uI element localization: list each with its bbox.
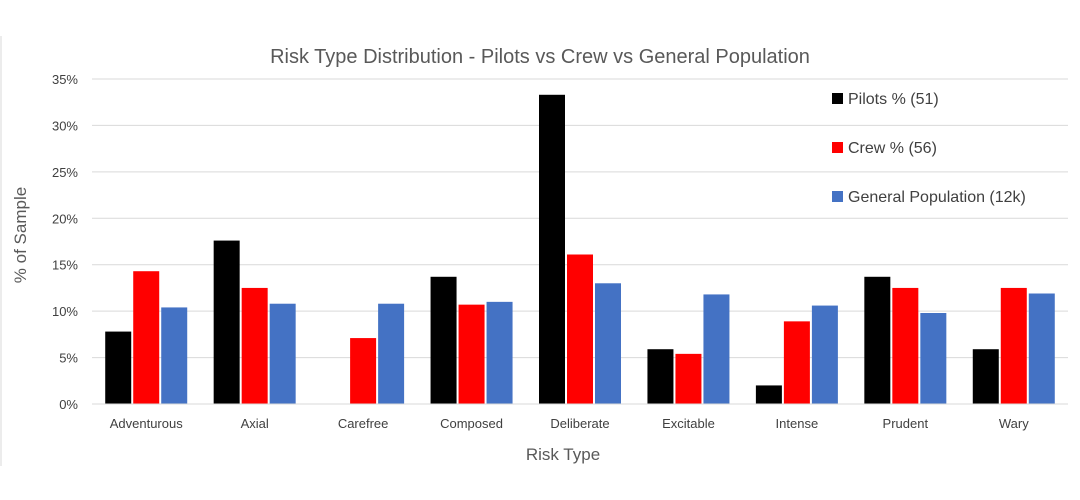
chart-title: Risk Type Distribution - Pilots vs Crew … bbox=[270, 46, 810, 68]
y-tick-label: 5% bbox=[59, 351, 78, 366]
bar bbox=[350, 338, 377, 404]
x-axis-title: Risk Type bbox=[526, 445, 600, 464]
y-tick-label: 25% bbox=[52, 165, 78, 180]
bar bbox=[430, 276, 457, 404]
x-axis-tick-labels: Adventurous Axial Carefree Composed Delibera… bbox=[110, 416, 1029, 431]
bar bbox=[486, 301, 513, 404]
y-tick-label: 30% bbox=[52, 118, 78, 133]
bar bbox=[378, 303, 405, 404]
bar bbox=[703, 294, 730, 404]
bar bbox=[1028, 293, 1055, 404]
y-axis-tick-labels: 0% 5% 10% 15% 20% 25% 30% 35% bbox=[52, 72, 78, 412]
legend-swatch bbox=[832, 93, 843, 104]
legend-label: Crew % (56) bbox=[848, 140, 937, 157]
y-tick-label: 0% bbox=[59, 397, 78, 412]
bar bbox=[567, 254, 593, 404]
legend-swatch bbox=[832, 142, 843, 153]
bar bbox=[647, 349, 674, 404]
legend: Pilots % (51) Crew % (56) General Populati… bbox=[832, 91, 1026, 206]
x-tick-label: Excitable bbox=[662, 416, 715, 431]
bar bbox=[458, 304, 485, 404]
x-tick-label: Axial bbox=[241, 416, 269, 431]
bar bbox=[539, 94, 565, 405]
legend-label: Pilots % (51) bbox=[848, 91, 939, 108]
x-tick-label: Carefree bbox=[338, 416, 389, 431]
x-tick-label: Composed bbox=[440, 416, 503, 431]
legend-label: General Population (12k) bbox=[848, 189, 1026, 206]
x-tick-label: Adventurous bbox=[110, 416, 183, 431]
bar bbox=[783, 321, 810, 404]
bar bbox=[161, 307, 188, 404]
y-axis-title: % of Sample bbox=[11, 187, 30, 283]
bar bbox=[892, 287, 919, 404]
x-tick-label: Prudent bbox=[883, 416, 929, 431]
bar bbox=[595, 283, 621, 404]
bar bbox=[972, 349, 999, 404]
x-tick-label: Wary bbox=[999, 416, 1029, 431]
bar bbox=[269, 303, 296, 404]
bar bbox=[105, 331, 132, 404]
x-tick-label: Intense bbox=[776, 416, 819, 431]
bar bbox=[675, 353, 702, 404]
bar bbox=[755, 385, 782, 404]
bar bbox=[241, 287, 268, 404]
x-tick-label: Deliberate bbox=[550, 416, 609, 431]
bar bbox=[920, 313, 947, 404]
bar bbox=[1000, 287, 1027, 404]
bar bbox=[811, 305, 838, 404]
bar bbox=[133, 271, 160, 404]
y-tick-label: 15% bbox=[52, 258, 78, 273]
y-tick-label: 20% bbox=[52, 211, 78, 226]
y-tick-label: 35% bbox=[52, 72, 78, 87]
legend-swatch bbox=[832, 191, 843, 202]
bar bbox=[213, 240, 240, 404]
y-tick-label: 10% bbox=[52, 304, 78, 319]
bar bbox=[864, 276, 891, 404]
bars bbox=[105, 94, 1055, 405]
